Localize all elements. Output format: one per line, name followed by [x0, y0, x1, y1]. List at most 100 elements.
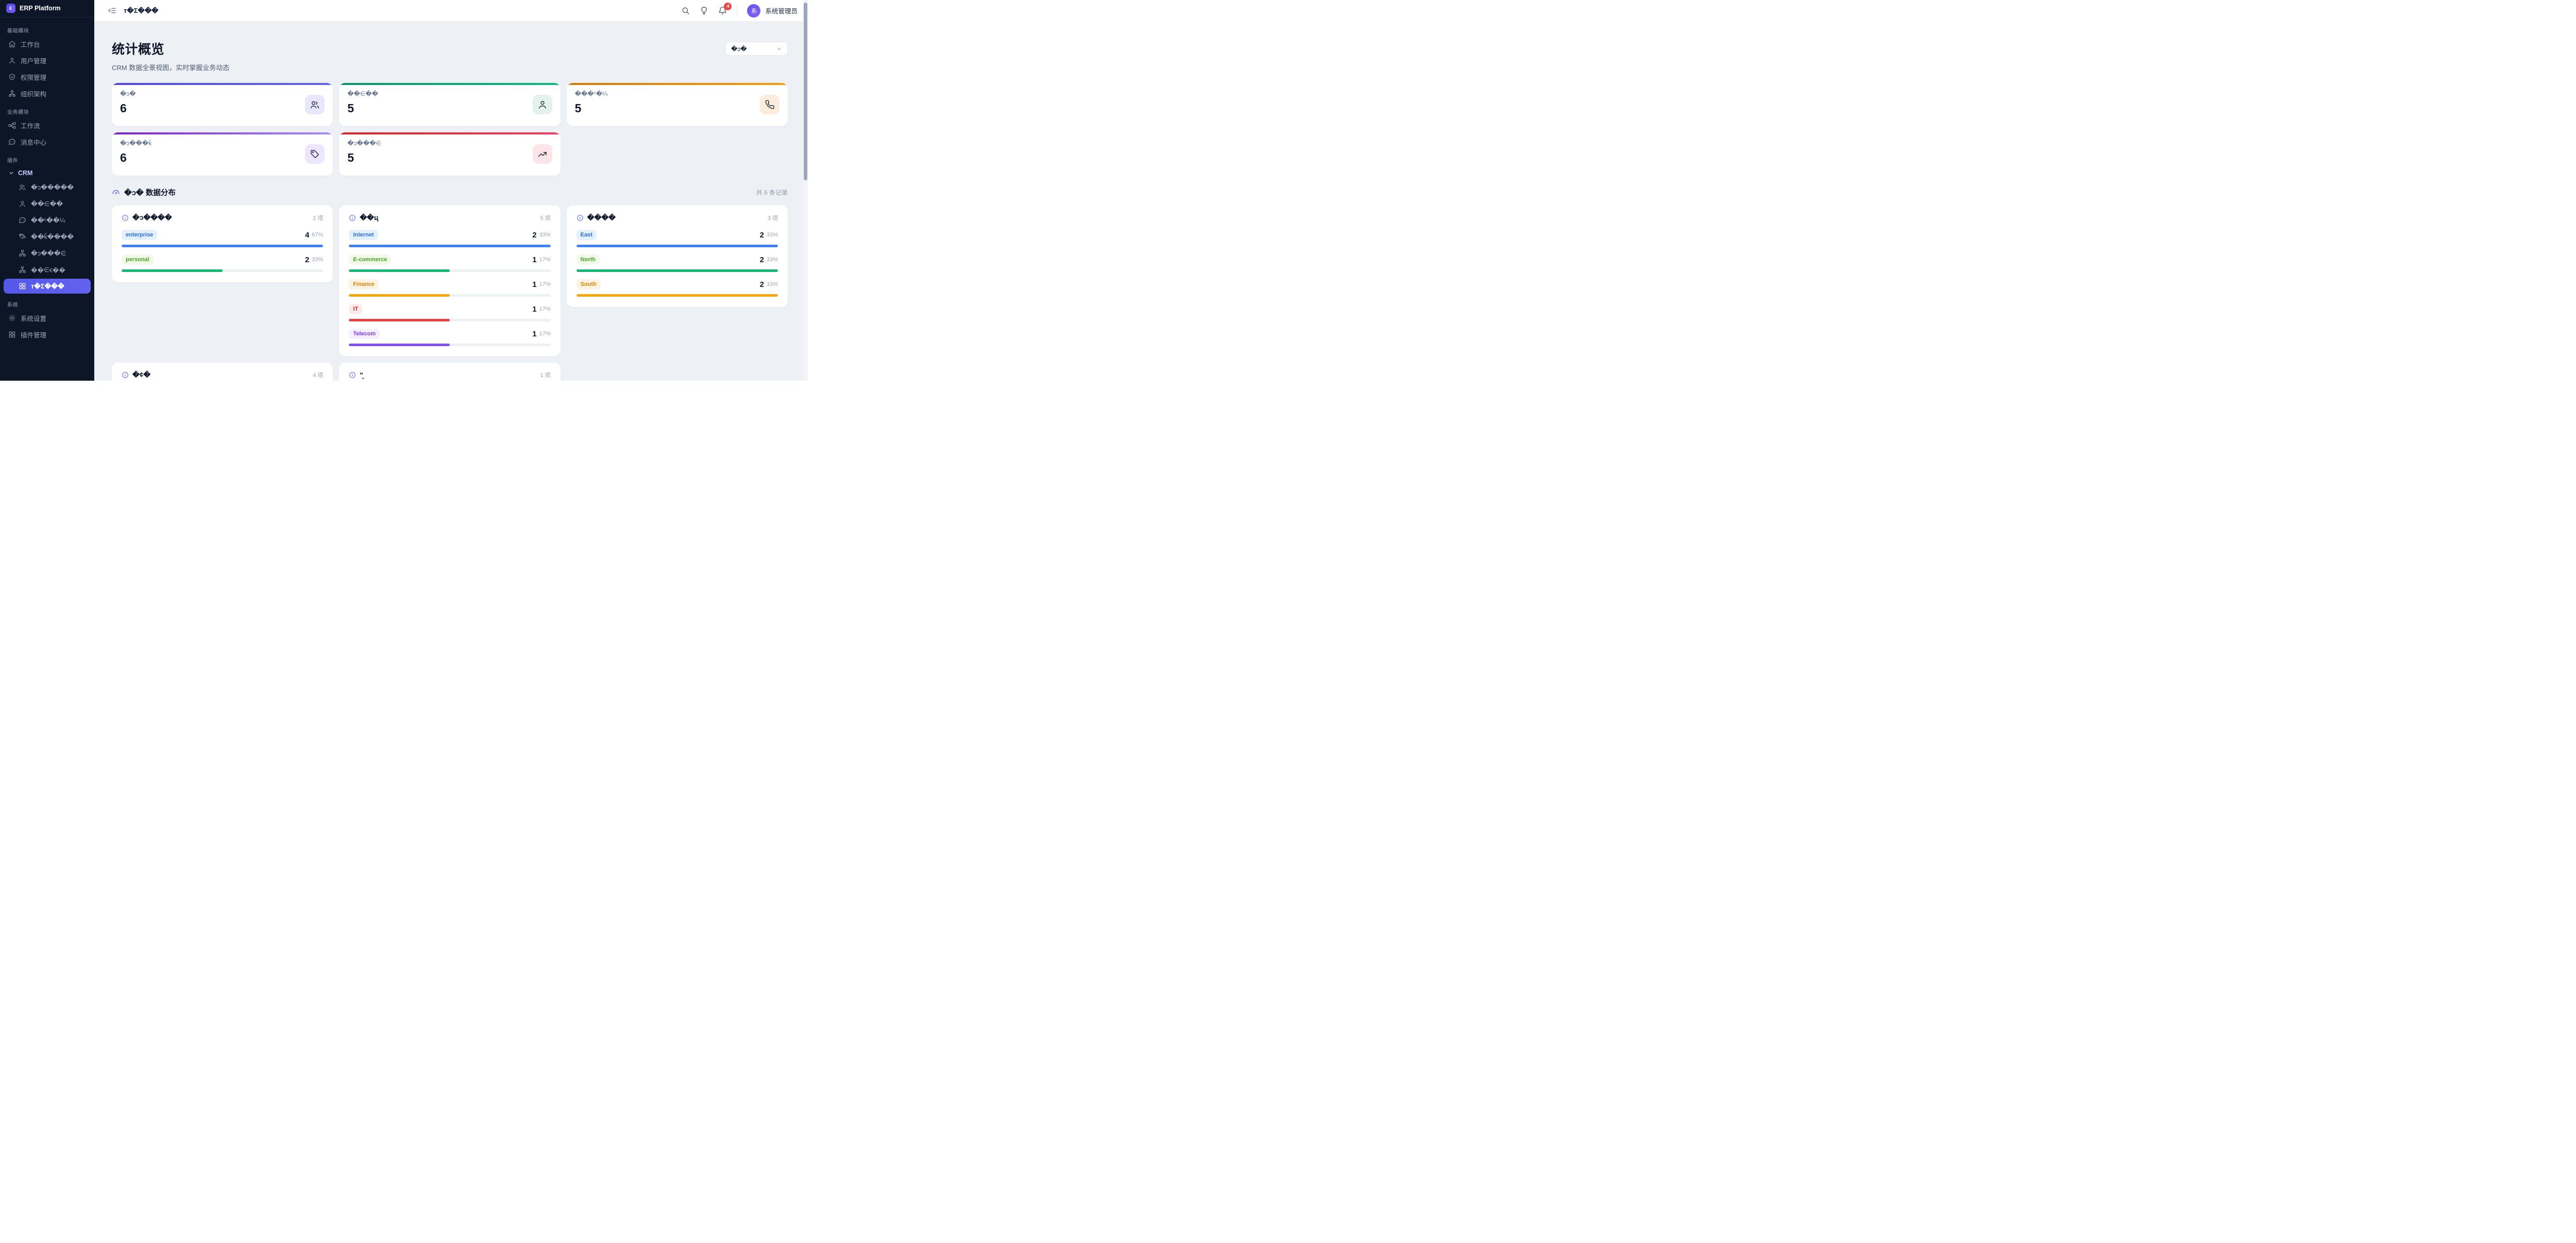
- sidebar-item-label: �ɔ���∈: [31, 250, 66, 257]
- stat-value: 5: [574, 101, 582, 115]
- distribution-card-count: 4 项: [313, 372, 324, 379]
- stat-label: �ɔ�: [120, 90, 136, 97]
- sidebar-group-crm[interactable]: CRM: [4, 166, 91, 180]
- progress-fill: [576, 245, 778, 247]
- avatar: 系: [747, 4, 761, 18]
- sidebar-item-workflow[interactable]: 工作流: [4, 118, 91, 133]
- chevron-down-icon: [776, 46, 782, 52]
- message-icon: [8, 138, 16, 146]
- bell-icon: [718, 6, 727, 15]
- sidebar-item-crm-groups[interactable]: �ɔ���∈: [4, 246, 91, 261]
- distribution-card-title: �ɔ����: [132, 214, 172, 222]
- sidebar-item-crm-contacts[interactable]: ��∈��: [4, 196, 91, 211]
- progress-track: [349, 269, 551, 272]
- workflow-icon: [8, 122, 16, 129]
- sidebar-item-crm-communications[interactable]: ��ᶜ��¼: [4, 213, 91, 228]
- progress-track: [122, 269, 324, 272]
- sidebar-item-crm-categories[interactable]: ��∈ꞓ��: [4, 262, 91, 277]
- info-icon: [122, 371, 129, 379]
- category-badge: Internet: [349, 230, 378, 240]
- notifications-button[interactable]: 4: [718, 3, 732, 15]
- trending-up-icon: [532, 144, 552, 164]
- distribution-card-title: ����: [587, 214, 616, 222]
- distribution-row: East 2 33%: [576, 230, 778, 247]
- lightbulb-icon[interactable]: [700, 6, 708, 15]
- distribution-card-count: 5 项: [540, 215, 551, 222]
- distribution-card-count: 2 项: [313, 215, 324, 222]
- crm-group-label: CRM: [18, 169, 33, 177]
- card-accent: [339, 83, 561, 85]
- progress-fill: [349, 269, 450, 272]
- distribution-row: personal 2 33%: [122, 254, 324, 272]
- sidebar-item-label: ��∈��: [31, 200, 63, 208]
- distribution-row: Telecom 1 17%: [349, 329, 551, 346]
- sidebar-item-crm-customers[interactable]: �ɔ�����: [4, 180, 91, 195]
- category-value: 4: [304, 230, 310, 240]
- distribution-card-title: �¢�: [132, 371, 151, 379]
- stat-label: ���ᶜ�¼: [574, 90, 608, 97]
- sidebar-item-permission-management[interactable]: 权限管理: [4, 70, 91, 84]
- distribution-grid: �ɔ���� 2 项 enterprise 4 67% personal: [112, 206, 788, 356]
- progress-track: [576, 245, 778, 247]
- category-percent: 33%: [766, 281, 778, 287]
- user-menu[interactable]: 系 系统管理员: [747, 4, 798, 18]
- stat-card: ���ᶜ�¼ 5: [566, 83, 788, 126]
- sidebar-item-crm-stats-overview-selected[interactable]: т�Σ���: [4, 279, 91, 294]
- stat-value: 6: [120, 151, 127, 164]
- username: 系统管理员: [765, 8, 798, 15]
- distribution-row: Finance 1 17%: [349, 279, 551, 297]
- sidebar-nav: 基础模块 工作台 用户管理 权限管理 组织架构 业务模块 工作流: [0, 18, 94, 349]
- info-icon: [122, 214, 129, 222]
- distribution-row: South 2 33%: [576, 279, 778, 297]
- category-value: 2: [759, 280, 764, 289]
- progress-fill: [122, 269, 223, 272]
- page-title: 统计概览: [112, 42, 165, 57]
- filter-select[interactable]: �ɔ�: [725, 42, 788, 56]
- search-icon[interactable]: [681, 6, 690, 15]
- category-badge: enterprise: [122, 230, 158, 240]
- category-percent: 17%: [539, 331, 551, 337]
- card-accent: [112, 83, 333, 85]
- grid-icon: [19, 282, 26, 290]
- stat-card: �ɔ���∈ 5: [339, 132, 561, 176]
- app-logo: E: [6, 3, 15, 13]
- gauge-icon: [112, 189, 120, 197]
- users-icon: [19, 183, 26, 191]
- distribution-card: ʺ̬ 1 项 active 6 100%: [339, 363, 561, 381]
- category-percent: 33%: [766, 232, 778, 238]
- sidebar-item-label: ��ǩ����: [31, 233, 74, 241]
- sidebar-collapse-icon[interactable]: [108, 6, 116, 15]
- distribution-row: E-commerce 1 17%: [349, 254, 551, 272]
- records-count: 共 6 条记录: [756, 189, 788, 196]
- section-label-business: 业务模块: [7, 110, 29, 115]
- scrollbar-track[interactable]: [803, 0, 808, 381]
- sidebar-item-workbench[interactable]: 工作台: [4, 37, 91, 52]
- progress-track: [349, 245, 551, 247]
- top-header: т�Σ��� 4 系 系统管理员: [94, 0, 808, 22]
- progress-fill: [122, 245, 324, 247]
- stat-value: 5: [347, 101, 354, 115]
- distribution-card-title: ʺ̬: [360, 371, 363, 379]
- sidebar-item-crm-tags[interactable]: ��ǩ����: [4, 229, 91, 244]
- category-badge: North: [576, 254, 600, 265]
- category-value: 1: [532, 329, 537, 338]
- sidebar-item-org-structure[interactable]: 组织架构: [4, 86, 91, 101]
- sidebar-item-plugin-management[interactable]: 插件管理: [4, 327, 91, 342]
- progress-track: [349, 294, 551, 297]
- distribution-section-header: �ɔ� 数据分布 共 6 条记录: [112, 187, 788, 198]
- sidebar-item-label: 用户管理: [21, 58, 47, 65]
- sidebar-brand: E ERP Platform: [0, 2, 94, 18]
- sidebar-item-label: 组织架构: [21, 91, 47, 98]
- scrollbar-thumb[interactable]: [804, 3, 807, 180]
- category-value: 1: [532, 304, 537, 314]
- brand-name: ERP Platform: [20, 4, 61, 12]
- distribution-card: �¢� 4 项 svip 2 33%: [112, 363, 333, 381]
- category-value: 2: [304, 255, 310, 264]
- sidebar-item-system-settings[interactable]: 系统设置: [4, 311, 91, 326]
- grid-icon: [8, 331, 16, 338]
- sidebar-item-message-center[interactable]: 消息中心: [4, 134, 91, 149]
- category-badge: Finance: [349, 279, 379, 290]
- sidebar-item-user-management[interactable]: 用户管理: [4, 53, 91, 68]
- distribution-card-count: 3 项: [767, 215, 778, 222]
- card-accent: [339, 132, 561, 134]
